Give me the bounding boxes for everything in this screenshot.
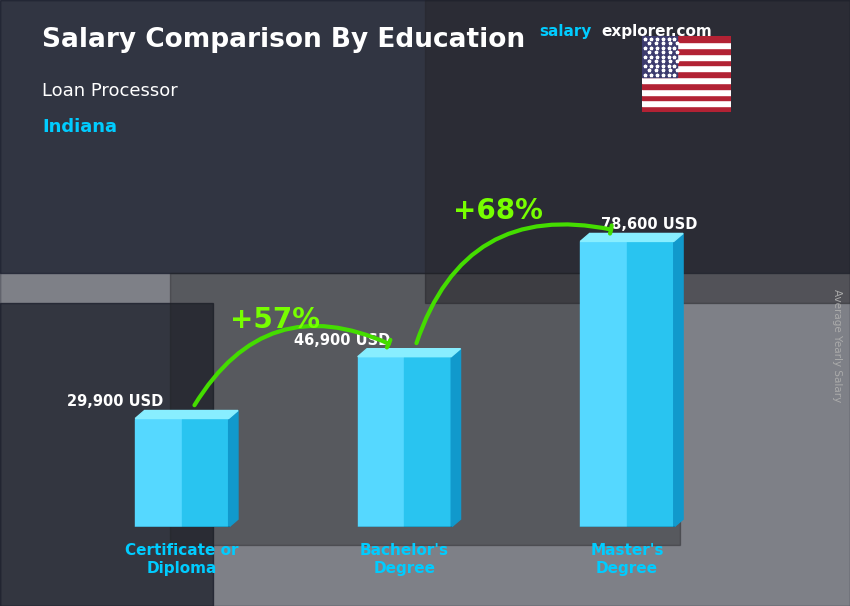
Text: Average Yearly Salary: Average Yearly Salary — [832, 289, 842, 402]
Polygon shape — [135, 419, 182, 527]
Text: Salary Comparison By Education: Salary Comparison By Education — [42, 27, 525, 53]
Bar — [642, 89, 731, 95]
Polygon shape — [135, 410, 238, 419]
Polygon shape — [674, 233, 683, 527]
Polygon shape — [358, 348, 461, 357]
Text: salary: salary — [540, 24, 592, 39]
Bar — [642, 65, 731, 72]
Text: 29,900 USD: 29,900 USD — [67, 395, 163, 410]
Bar — [0, 0, 850, 273]
Bar — [642, 42, 731, 48]
Polygon shape — [451, 348, 461, 527]
Bar — [642, 83, 731, 89]
Text: Indiana: Indiana — [42, 118, 117, 136]
Polygon shape — [581, 241, 627, 527]
Bar — [642, 36, 731, 42]
Text: explorer.com: explorer.com — [602, 24, 712, 39]
Polygon shape — [405, 357, 451, 527]
Bar — [642, 72, 731, 77]
Polygon shape — [581, 233, 683, 241]
Bar — [642, 59, 731, 65]
Text: +57%: +57% — [230, 306, 320, 335]
Bar — [642, 95, 731, 101]
Polygon shape — [627, 241, 674, 527]
Text: 46,900 USD: 46,900 USD — [294, 333, 390, 348]
Bar — [642, 77, 731, 83]
Polygon shape — [358, 357, 405, 527]
Bar — [642, 101, 731, 106]
Polygon shape — [229, 410, 238, 527]
Text: +68%: +68% — [453, 197, 543, 225]
Bar — [170, 273, 680, 545]
Text: 78,600 USD: 78,600 USD — [601, 218, 698, 232]
Text: Loan Processor: Loan Processor — [42, 82, 178, 100]
Bar — [642, 106, 731, 112]
Bar — [642, 54, 731, 59]
Bar — [425, 0, 850, 303]
Bar — [0, 303, 212, 606]
Polygon shape — [182, 419, 229, 527]
Bar — [642, 36, 677, 77]
Bar — [642, 48, 731, 54]
